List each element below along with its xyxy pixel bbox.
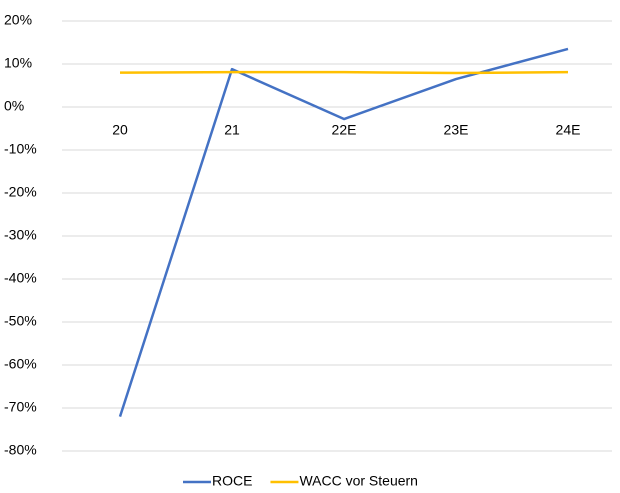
- x-tick-label: 22E: [332, 122, 357, 138]
- series-line: [119, 70, 569, 75]
- y-tick-label: -80%: [4, 442, 37, 458]
- y-tick-label: -10%: [4, 141, 37, 157]
- y-tick-label: -70%: [4, 399, 37, 415]
- y-tick-label: 0%: [4, 98, 24, 114]
- y-tick-label: -50%: [4, 313, 37, 329]
- x-tick-label: 24E: [556, 122, 581, 138]
- x-tick-label: 20: [112, 122, 128, 138]
- legend-label: WACC vor Steuern: [299, 473, 418, 489]
- y-tick-label: -30%: [4, 227, 37, 243]
- series-line: [118, 47, 569, 417]
- legend-label: ROCE: [212, 473, 252, 489]
- x-tick-label: 23E: [444, 122, 469, 138]
- y-tick-label: -20%: [4, 184, 37, 200]
- x-tick-label: 21: [224, 122, 240, 138]
- y-tick-label: 10%: [4, 55, 32, 71]
- y-tick-label: 20%: [4, 12, 32, 28]
- y-tick-label: -40%: [4, 270, 37, 286]
- y-tick-label: -60%: [4, 356, 37, 372]
